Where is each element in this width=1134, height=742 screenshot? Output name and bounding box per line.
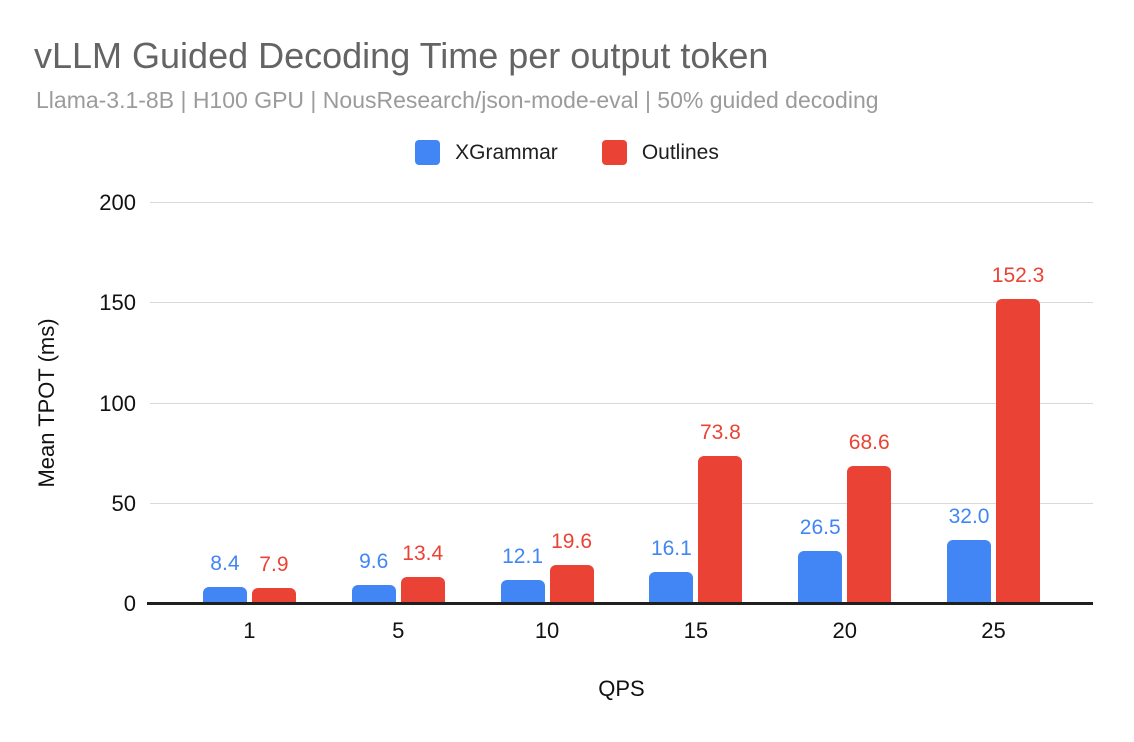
bar-groups: 8.4 7.9 1 9.6 13.4 5 12.1 19.6 10 16.1 73.8 15 26.5 6… — [150, 203, 1093, 642]
bar-wrap-xgrammar-qps-1: 8.4 — [202, 553, 247, 604]
bar-wrap-xgrammar-qps-10: 12.1 — [500, 546, 545, 604]
x-tick-label-1: 1 — [243, 618, 256, 643]
bar-value-label-outlines-qps-10: 19.6 — [551, 529, 592, 553]
x-axis-line — [147, 602, 1093, 605]
bar-value-label-outlines-qps-1: 7.9 — [259, 553, 289, 577]
y-tick-label-200: 200 — [99, 190, 136, 215]
bar-value-label-xgrammar-qps-20: 26.5 — [799, 515, 841, 539]
group-qps-1: 8.4 7.9 1 — [175, 203, 324, 642]
bar-wrap-xgrammar-qps-25: 32.0 — [947, 506, 992, 604]
bar-outlines-qps-20[interactable] — [847, 466, 892, 604]
gridline-150 — [150, 302, 1093, 304]
bar-wrap-outlines-qps-1: 7.9 — [251, 554, 296, 604]
gridline-100 — [150, 402, 1093, 404]
y-tick-label-100: 100 — [99, 390, 136, 416]
y-axis-title: Mean TPOT (ms) — [34, 318, 59, 488]
group-qps-10: 12.1 19.6 10 — [473, 203, 622, 642]
legend-label-xgrammar: XGrammar — [455, 140, 558, 164]
y-tick-label-150: 150 — [99, 290, 136, 316]
legend-item-outlines[interactable]: Outlines — [601, 140, 719, 165]
legend-item-xgrammar[interactable]: XGrammar — [415, 140, 558, 165]
bar-value-label-xgrammar-qps-5: 9.6 — [359, 549, 389, 573]
bar-xgrammar-qps-25[interactable] — [947, 539, 992, 604]
bar-value-label-xgrammar-qps-1: 8.4 — [210, 552, 240, 576]
gridline-50 — [150, 502, 1093, 504]
y-tick-label-0: 0 — [123, 591, 136, 616]
gridline-200 — [150, 202, 1093, 203]
bar-value-label-xgrammar-qps-10: 12.1 — [502, 544, 543, 568]
x-tick-label-5: 5 — [392, 618, 405, 643]
outlines-swatch-icon — [601, 140, 627, 165]
bar-value-label-outlines-qps-5: 13.4 — [402, 542, 444, 566]
group-qps-20: 26.5 68.6 20 — [770, 203, 919, 642]
group-qps-15: 16.1 73.8 15 — [621, 203, 770, 642]
bar-wrap-outlines-qps-20: 68.6 — [847, 432, 892, 604]
bar-xgrammar-qps-5[interactable] — [351, 584, 396, 604]
x-axis-title: QPS — [598, 676, 645, 701]
bar-wrap-outlines-qps-25: 152.3 — [992, 265, 1044, 604]
group-qps-5: 9.6 13.4 5 — [324, 203, 473, 642]
bar-wrap-outlines-qps-10: 19.6 — [549, 531, 594, 604]
bar-wrap-xgrammar-qps-20: 26.5 — [798, 517, 843, 604]
bar-outlines-qps-15[interactable] — [698, 456, 743, 604]
x-tick-label-10: 10 — [534, 618, 560, 643]
bar-outlines-qps-5[interactable] — [400, 577, 445, 604]
plot-area: 0 50 100 150 200 8.4 7.9 1 9.6 13.4 5 12.1 19.6 10 16.… — [99, 192, 1093, 642]
bar-wrap-outlines-qps-5: 13.4 — [400, 543, 445, 604]
bar-value-label-outlines-qps-20: 68.6 — [848, 431, 890, 455]
bar-xgrammar-qps-10[interactable] — [500, 579, 545, 604]
bar-value-label-xgrammar-qps-25: 32.0 — [948, 504, 990, 528]
x-tick-label-20: 20 — [832, 618, 857, 643]
bar-outlines-qps-10[interactable] — [549, 564, 594, 604]
xgrammar-swatch-icon — [415, 140, 441, 165]
bar-xgrammar-qps-1[interactable] — [202, 587, 247, 604]
chart-subtitle: Llama-3.1-8B | H100 GPU | NousResearch/j… — [36, 87, 879, 113]
y-tick-label-50: 50 — [111, 490, 136, 516]
bar-outlines-qps-1[interactable] — [251, 588, 296, 604]
bar-outlines-qps-25[interactable] — [996, 298, 1041, 604]
chart-title: vLLM Guided Decoding Time per output tok… — [34, 35, 769, 76]
legend-label-outlines: Outlines — [641, 140, 719, 164]
bar-wrap-xgrammar-qps-15: 16.1 — [649, 538, 694, 604]
x-tick-label-25: 25 — [981, 618, 1006, 643]
bar-xgrammar-qps-15[interactable] — [649, 571, 694, 604]
bar-wrap-xgrammar-qps-5: 9.6 — [351, 551, 396, 604]
x-tick-label-15: 15 — [683, 618, 709, 643]
bar-value-label-xgrammar-qps-15: 16.1 — [650, 536, 692, 560]
group-qps-25: 32.0 152.3 25 — [919, 203, 1068, 642]
bar-xgrammar-qps-20[interactable] — [798, 550, 843, 604]
bar-value-label-outlines-qps-15: 73.8 — [699, 421, 741, 445]
bar-wrap-outlines-qps-15: 73.8 — [698, 422, 743, 604]
legend: XGrammar Outlines — [0, 140, 1134, 165]
bar-value-label-outlines-qps-25: 152.3 — [991, 263, 1045, 287]
